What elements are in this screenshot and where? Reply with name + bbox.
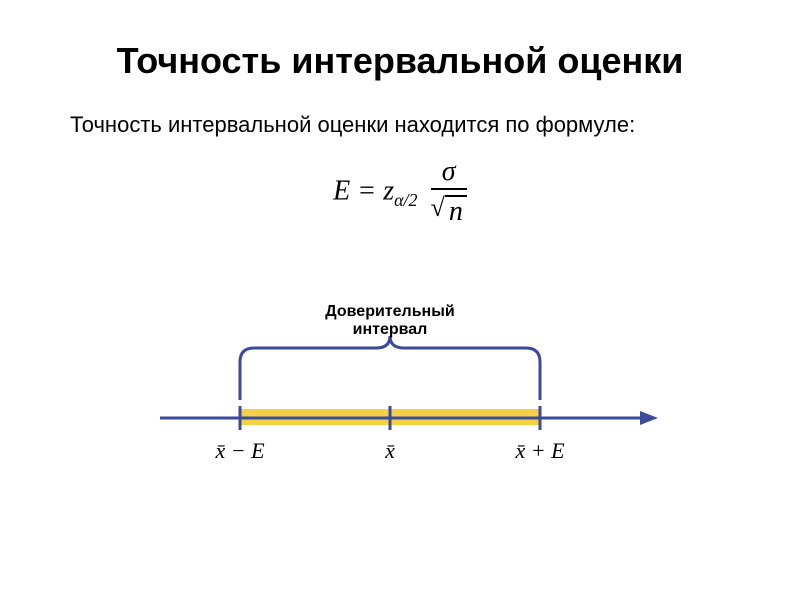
slide-title: Точность интервальной оценки — [60, 40, 740, 82]
svg-text:интервал: интервал — [353, 321, 428, 338]
svg-text:x̄: x̄ — [384, 438, 395, 463]
formula-sqrt: √ n — [431, 190, 467, 228]
svg-text:Доверительный: Доверительный — [325, 303, 454, 320]
formula-z-sub: α/2 — [394, 190, 417, 210]
svg-text:x̄ + E: x̄ + E — [514, 438, 565, 463]
formula-sigma: σ — [431, 158, 467, 190]
confidence-interval-diagram: Доверительныйинтервал x̄ − E x̄ x̄ + E — [140, 288, 660, 478]
diagram-svg: Доверительныйинтервал x̄ − E x̄ x̄ + E — [140, 288, 660, 478]
svg-text:x̄ − E: x̄ − E — [214, 438, 265, 463]
slide-subtitle: Точность интервальной оценки находится п… — [60, 112, 740, 138]
formula-lhs: E — [333, 175, 350, 206]
formula: E = zα/2 σ √ n — [60, 158, 740, 228]
formula-z: z — [383, 175, 394, 206]
sqrt-symbol: √ — [431, 195, 445, 221]
sqrt-arg: n — [445, 195, 467, 228]
formula-fraction: σ √ n — [431, 158, 467, 228]
formula-eq: = — [350, 175, 383, 206]
